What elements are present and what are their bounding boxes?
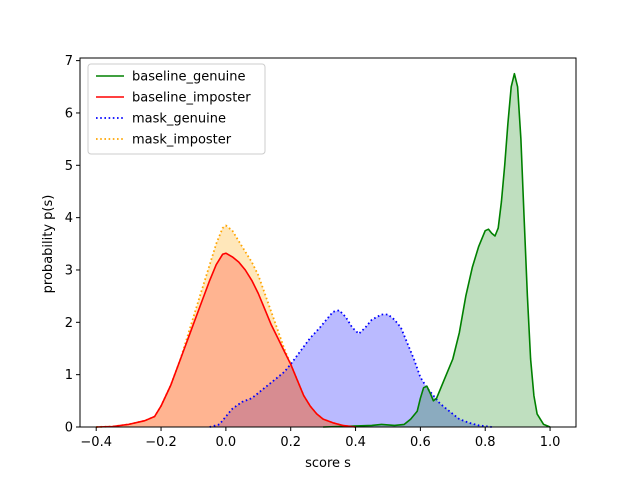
x-tick-label: 1.0 [540,435,561,450]
baseline-genuine-legend-label: baseline_genuine [132,70,246,85]
y-tick-label: 1 [65,368,73,383]
plot-area [79,57,577,428]
y-tick-label: 4 [65,211,73,226]
y-axis-title: probability p(s) [41,195,56,294]
mask-imposter-legend-label: mask_imposter [132,133,232,148]
baseline-imposter-legend-label: baseline_imposter [132,91,251,106]
y-tick-label: 2 [65,316,73,331]
y-tick-label: 5 [65,159,73,174]
mask-genuine-legend-label: mask_genuine [132,112,226,127]
mask-imposter-area [96,225,356,427]
baseline-imposter-line [96,252,356,428]
x-tick-label: 0.8 [475,435,496,450]
baseline-imposter-area [96,253,356,427]
y-tick-label: 7 [65,54,73,69]
plot-frame [79,57,577,428]
x-tick-label: 0.2 [280,435,301,450]
y-tick-label: 6 [65,106,73,121]
x-axis-title: score s [305,456,351,471]
x-tick-label: 0.4 [345,435,366,450]
legend: baseline_genuine baseline_imposter mask_ge… [87,63,266,155]
x-axis: −0.4 −0.2 0.0 0.2 0.4 0.6 0.8 1.0 [80,427,560,450]
y-tick-label: 3 [65,263,73,278]
legend-box [87,63,266,155]
baseline-genuine-line [323,72,551,428]
x-tick-label: 0.0 [216,435,237,450]
x-tick-label: −0.2 [145,435,177,450]
y-tick-label: 0 [65,421,73,436]
x-tick-label: −0.4 [80,435,112,450]
mask-genuine-line [209,309,492,428]
x-tick-label: 0.6 [410,435,431,450]
y-axis: 0 1 2 3 4 5 6 7 [65,54,80,436]
baseline-genuine-area [323,73,551,427]
